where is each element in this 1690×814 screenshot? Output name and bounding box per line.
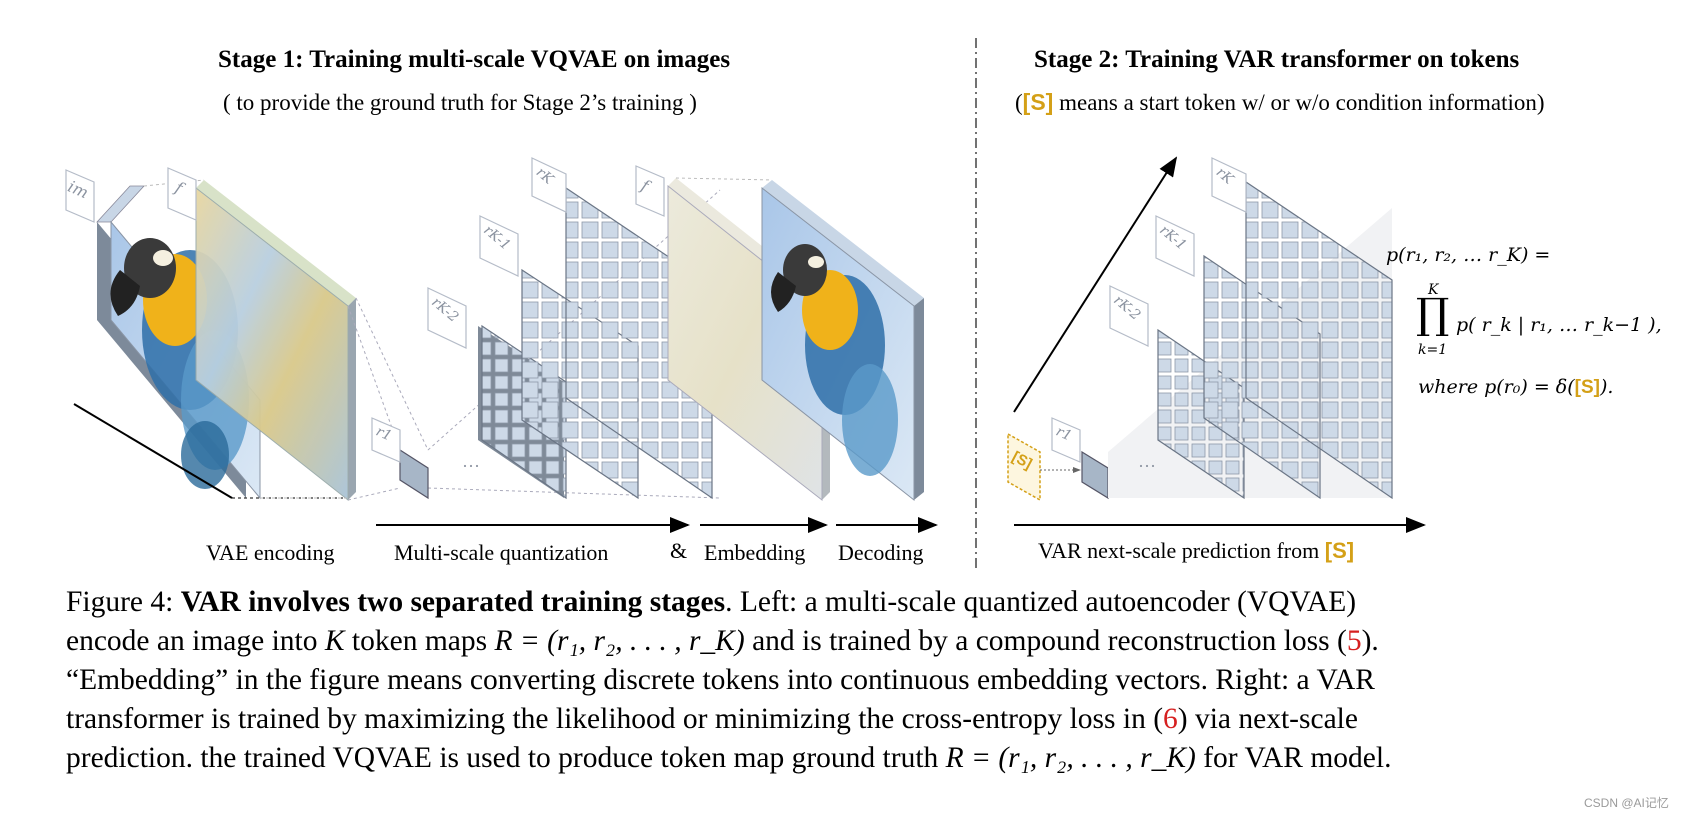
caption-line-4: transformer is trained by maximizing the…: [66, 700, 1646, 739]
label-var-text: VAR next-scale prediction from: [1038, 538, 1325, 563]
dots-left: ···: [462, 456, 480, 476]
label-var-token: [S]: [1324, 538, 1355, 563]
stage2-subtitle: ([S] means a start token w/ or w/o condi…: [1015, 89, 1545, 116]
caption-line-2: encode an image into K token maps R = (r…: [66, 622, 1646, 661]
token-map-rK-right: [1245, 180, 1393, 500]
caption-line-1: Figure 4: VAR involves two separated tra…: [66, 583, 1646, 622]
caption-line-3: “Embedding” in the figure means converti…: [66, 664, 1375, 696]
label-var-next-scale: VAR next-scale prediction from [S]: [1038, 538, 1354, 564]
formula-prod-symbol: ∏: [1416, 289, 1450, 338]
label-ampersand: &: [670, 538, 688, 563]
formula-prod-bottom: k=1: [1418, 342, 1448, 358]
caption-l2-b: token maps: [344, 625, 495, 657]
token-map-r1: [399, 448, 429, 500]
label-vae-encoding: VAE encoding: [206, 540, 335, 565]
caption-l5-b: for VAR model.: [1195, 742, 1392, 774]
caption-l2-c: and is trained by a compound reconstruct…: [744, 625, 1347, 657]
caption-line-5: prediction. the trained VQVAE is used to…: [66, 739, 1646, 778]
caption-l2-K: K: [324, 625, 345, 657]
formula-start-token: [S]: [1574, 377, 1600, 398]
caption-l2-a: encode an image into: [66, 625, 325, 657]
output-image-plane: [761, 180, 924, 502]
decoded-parrot-icon: [771, 244, 898, 476]
formula-prod-top: K: [1428, 282, 1439, 298]
caption-l2-R: R = (r₁, r₂, . . . , r_K): [494, 625, 745, 657]
equation-ref-5[interactable]: 5: [1346, 625, 1362, 657]
stage2-subtitle-rest: means a start token w/ or w/o condition …: [1053, 90, 1545, 115]
formula-line1: p(r₁, r₂, … r_K) =: [1386, 244, 1551, 266]
start-token-box: [1007, 432, 1041, 502]
formula-line2: p( r_k | r₁, … r_k−1 ),: [1456, 314, 1662, 336]
figure-caption: Figure 4: VAR involves two separated tra…: [66, 583, 1646, 778]
caption-l5-a: prediction. the trained VQVAE is used to…: [66, 742, 946, 774]
arrow-scale-up: [1013, 156, 1178, 413]
caption-l2-d: ).: [1361, 625, 1379, 657]
caption-figure-number: Figure 4:: [66, 586, 181, 618]
caption-l4-a: transformer is trained by maximizing the…: [66, 703, 1164, 735]
caption-bold: VAR involves two separated training stag…: [180, 586, 726, 618]
depth-baseline: [73, 403, 233, 499]
caption-l5-R: R = (r₁, r₂, . . . , r_K): [945, 742, 1196, 774]
stage2-title: Stage 2: Training VAR transformer on tok…: [1034, 46, 1520, 73]
caption-l4-b: ) via next-scale: [1177, 703, 1358, 735]
dots-right: ···: [1138, 456, 1156, 476]
stage2-subtitle-open: (: [1015, 90, 1023, 115]
start-token-label: [S]: [1022, 89, 1054, 115]
watermark: CSDN @AI记忆: [1584, 796, 1669, 810]
stage1-title: Stage 1: Training multi-scale VQVAE on i…: [218, 46, 731, 73]
label-decoding: Decoding: [838, 540, 924, 565]
caption-l1-rest: . Left: a multi-scale quantized autoenco…: [725, 586, 1357, 618]
token-map-r1-right: [1081, 450, 1109, 500]
formula-line3-pre: where p(r₀) = δ(: [1418, 376, 1575, 398]
label-embedding: Embedding: [704, 540, 806, 565]
feature-map-plane: [195, 180, 356, 502]
equation-ref-6[interactable]: 6: [1163, 703, 1178, 735]
stage1-subtitle: ( to provide the ground truth for Stage …: [223, 90, 697, 115]
formula-line3-post: ).: [1599, 376, 1614, 398]
formula-line3: where p(r₀) = δ([S]).: [1418, 376, 1613, 399]
label-multi-scale-quantization: Multi-scale quantization: [394, 540, 609, 565]
